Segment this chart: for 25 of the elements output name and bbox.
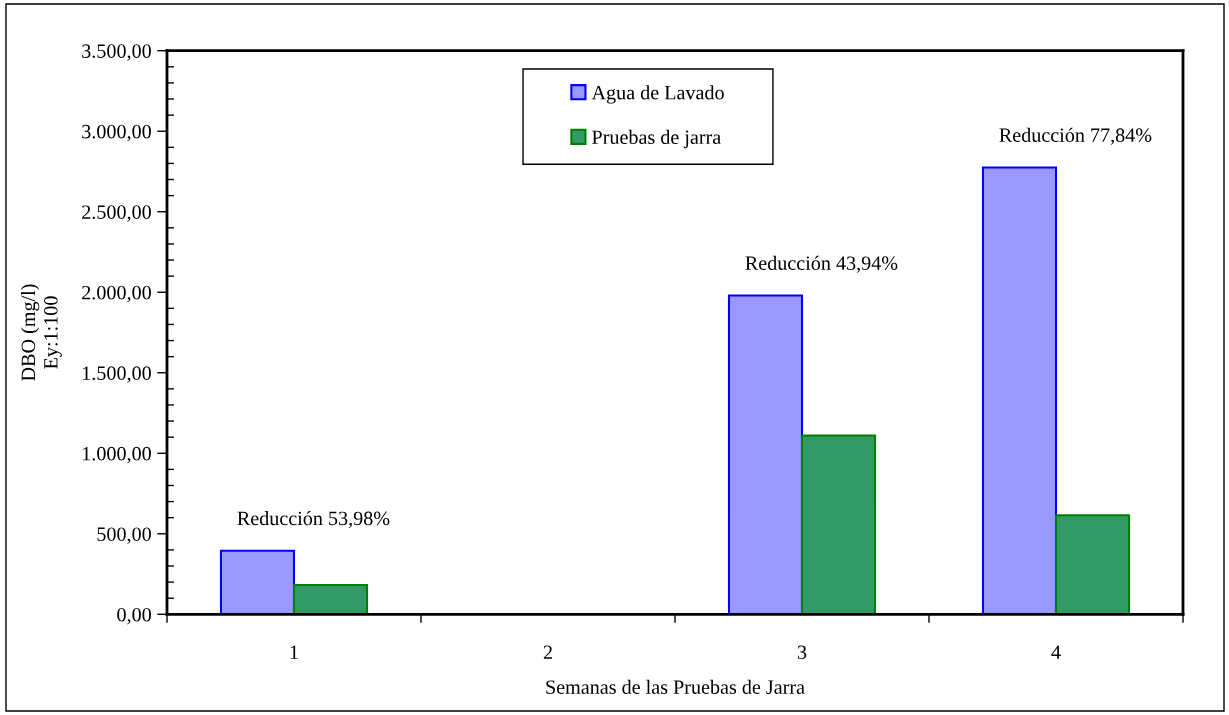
y-axis-title: DBO (mg/l) Ey:1:100 bbox=[20, 284, 62, 381]
annotation: Reducción 43,94% bbox=[745, 255, 898, 273]
bar bbox=[219, 549, 296, 615]
annotation: Reducción 77,84% bbox=[999, 127, 1152, 145]
y-tick-label: 2.000,00 bbox=[82, 285, 151, 303]
y-tick-label: 500,00 bbox=[97, 527, 151, 544]
bar bbox=[1054, 514, 1131, 615]
y-tick-label: 1.000,00 bbox=[83, 446, 151, 464]
legend-label: Agua de Lavado bbox=[591, 85, 724, 104]
x-tick-label: 1 bbox=[290, 645, 298, 659]
x-tick-label: 4 bbox=[1051, 645, 1061, 659]
y-tick-label: 2.500,00 bbox=[82, 205, 151, 222]
bar bbox=[292, 583, 369, 615]
x-axis-title: Semanas de las Pruebas de Jarra bbox=[546, 679, 805, 694]
x-tick-label: 3 bbox=[797, 645, 807, 660]
x-tick-label: 2 bbox=[543, 645, 552, 659]
y-tick-label: 3.000,00 bbox=[82, 124, 151, 142]
bar bbox=[981, 166, 1058, 615]
y-tick-label: 3.500,00 bbox=[82, 44, 151, 61]
legend-label: Pruebas de jarra bbox=[592, 129, 721, 149]
y-tick-label: 1.500,00 bbox=[83, 366, 151, 383]
bar bbox=[727, 294, 804, 615]
annotation: Reducción 53,98% bbox=[237, 510, 390, 529]
bar bbox=[800, 434, 877, 615]
y-tick-label: 0,00 bbox=[117, 607, 151, 625]
